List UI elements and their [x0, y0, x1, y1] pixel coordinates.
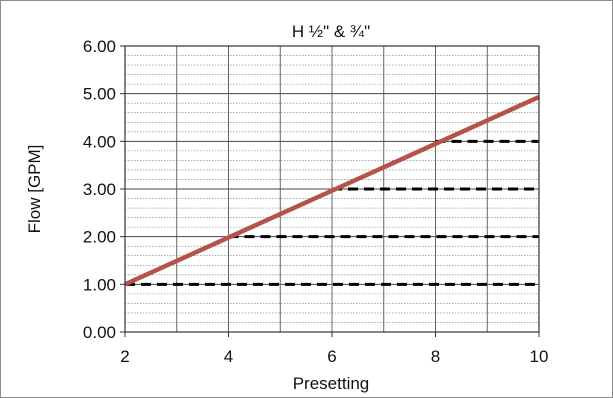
x-axis-title: Presetting	[293, 374, 370, 393]
chart-title: H ½" & ¾"	[292, 22, 370, 41]
y-tick-label: 5.00	[83, 85, 116, 104]
y-axis-title: Flow [GPM]	[25, 145, 44, 234]
reference-lines	[125, 139, 539, 286]
series-layer	[124, 94, 540, 287]
y-tick-label: 6.00	[83, 37, 116, 56]
x-tick-label: 4	[224, 347, 233, 366]
y-tick-label: 2.00	[83, 228, 116, 247]
tick-labels: 0.00 1.00 2.00 3.00 4.00 5.00 6.00 2 4 6 8 10	[83, 37, 549, 366]
series-line	[124, 94, 540, 287]
x-tick-label: 2	[120, 347, 129, 366]
x-tick-label: 6	[327, 347, 336, 366]
x-tick-label: 8	[431, 347, 440, 366]
y-tick-label: 1.00	[83, 275, 116, 294]
y-tick-label: 3.00	[83, 180, 116, 199]
x-tick-label: 10	[530, 347, 549, 366]
y-tick-label: 4.00	[83, 132, 116, 151]
y-tick-label: 0.00	[83, 323, 116, 342]
